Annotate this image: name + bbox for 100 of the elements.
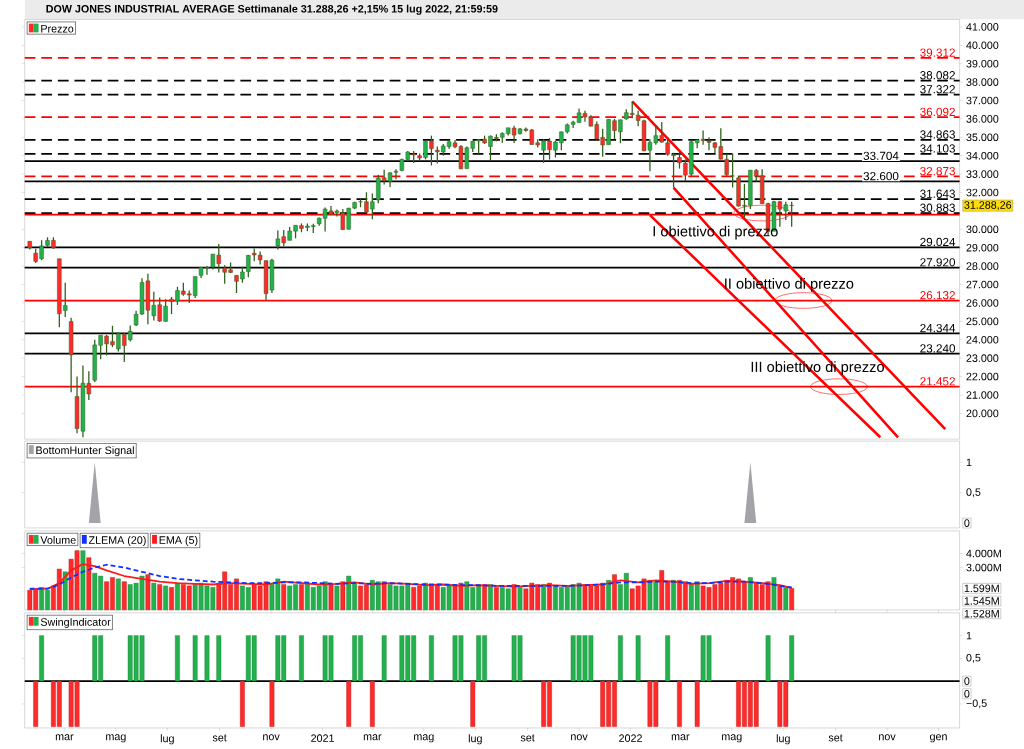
bar (771, 577, 777, 610)
ref-line-label: 24.344 (920, 323, 956, 333)
bar (493, 586, 499, 610)
y-tick-label: 21.000 (966, 390, 999, 399)
y-tick-label: 0,5 (966, 653, 981, 663)
y-tick-label: 38.000 (966, 78, 999, 86)
bar (777, 585, 783, 610)
legend-label: SwingIndicator (40, 617, 111, 628)
bar (511, 584, 517, 610)
bar (334, 585, 340, 610)
ref-line-label: 32.873 (920, 166, 955, 176)
ref-line-label: 31.643 (920, 189, 955, 198)
chart-title: DOW JONES INDUSTRIAL AVERAGE Settimanale 31.288,26 +2,15% 15 lug 2022, 21:59:59 (46, 4, 498, 15)
x-tick-label: mag (106, 734, 126, 743)
y-tick-label: 28.000 (966, 262, 999, 270)
bar (299, 584, 304, 610)
candlestick (730, 152, 735, 188)
legend-label: EMA (5) (159, 535, 198, 546)
bar (169, 586, 174, 610)
bar (747, 577, 753, 610)
bar (541, 584, 547, 610)
x-tick-label: lug (776, 734, 790, 745)
bar (482, 584, 487, 610)
x-tick-label: lug (468, 734, 482, 745)
y-tick-label: 39.000 (966, 59, 999, 68)
y-tick-label: 34.000 (966, 151, 999, 160)
ref-line-label: 33.704 (863, 151, 899, 160)
x-tick-label: mar (363, 734, 382, 741)
y-tick-label: 24.000 (966, 335, 999, 344)
ref-line-label: 32.600 (863, 171, 899, 181)
x-tick-label: gen (929, 734, 947, 743)
text: 0 (964, 677, 970, 685)
ref-line-label: 36.092 (920, 107, 955, 116)
bar (115, 578, 121, 610)
ref-line-label: 37.322 (920, 84, 955, 94)
bar (175, 582, 180, 610)
y-tick-label: 40.000 (966, 41, 999, 49)
x-tick-label: 2021 (311, 734, 334, 742)
text: 0 (964, 519, 970, 527)
text: 1.545M (964, 597, 999, 605)
x-tick-label: mar (671, 734, 690, 741)
bar (340, 581, 346, 610)
bar (606, 579, 611, 610)
y-tick-label: 27.000 (966, 280, 999, 289)
bar (783, 586, 789, 610)
ref-line-label: 38.082 (920, 70, 955, 80)
ref-line-label: 34.863 (920, 130, 955, 139)
bar (328, 584, 334, 610)
bar (423, 582, 428, 610)
bar (381, 581, 387, 610)
legend-label: Volume (40, 535, 76, 544)
bar (488, 584, 493, 610)
bar (612, 574, 617, 610)
ref-line-label: 23.240 (920, 344, 956, 353)
y-tick-label: 35.000 (966, 133, 999, 141)
y-tick-label: 23.000 (966, 354, 999, 362)
y-tick-label: 33.000 (966, 170, 999, 178)
bar (80, 550, 86, 610)
y-tick-label: 22.000 (966, 372, 999, 381)
x-tick-label: lug (160, 734, 174, 745)
y-tick-label: 32.000 (966, 188, 999, 197)
y-tick-label: 1 (966, 458, 972, 466)
legend-label: BottomHunter Signal (36, 445, 134, 456)
x-tick-label: set (212, 734, 227, 742)
y-tick-label: 29.000 (966, 243, 999, 252)
y-tick-label: 3.000M (966, 563, 1001, 572)
x-tick-label: set (828, 734, 843, 742)
bar (281, 584, 287, 610)
x-tick-label: mar (55, 734, 74, 741)
ref-line-label: 39.312 (920, 48, 955, 57)
y-tick-label: 37.000 (966, 96, 999, 105)
text: 0 (964, 689, 970, 698)
bar (121, 581, 127, 610)
x-tick-label: nov (879, 734, 896, 741)
x-tick-label: 2022 (619, 734, 642, 742)
y-tick-label: 25.000 (966, 317, 999, 325)
bar (86, 557, 92, 610)
ref-line-label: 21.452 (920, 376, 955, 386)
legend-label: ZLEMA (20) (88, 535, 146, 546)
y-tick-label: 0,5 (966, 488, 981, 497)
y-tick-label: 36.000 (966, 114, 999, 123)
bar (517, 586, 523, 610)
ref-line-label: 29.024 (920, 237, 956, 246)
text: 1.528M (964, 609, 999, 618)
x-tick-label: mag (722, 734, 742, 743)
y-tick-label: 1 (966, 631, 972, 640)
x-tick-label: nov (263, 734, 280, 741)
ref-line-label: 26.132 (920, 290, 955, 300)
bar (163, 585, 169, 610)
y-tick-label: 20.000 (966, 409, 999, 417)
y-tick-label: 30.000 (966, 225, 999, 233)
ref-line-label: 34.103 (920, 144, 955, 153)
x-tick-label: set (520, 734, 535, 742)
bar (789, 587, 795, 610)
y-tick-label: −0,5 (966, 699, 987, 709)
x-tick-label: nov (571, 734, 588, 741)
bar (145, 574, 151, 610)
y-tick-label: 4.000M (966, 549, 1001, 558)
legend-label: Prezzo (41, 24, 74, 33)
y-tick-label: 41.000 (966, 22, 999, 31)
